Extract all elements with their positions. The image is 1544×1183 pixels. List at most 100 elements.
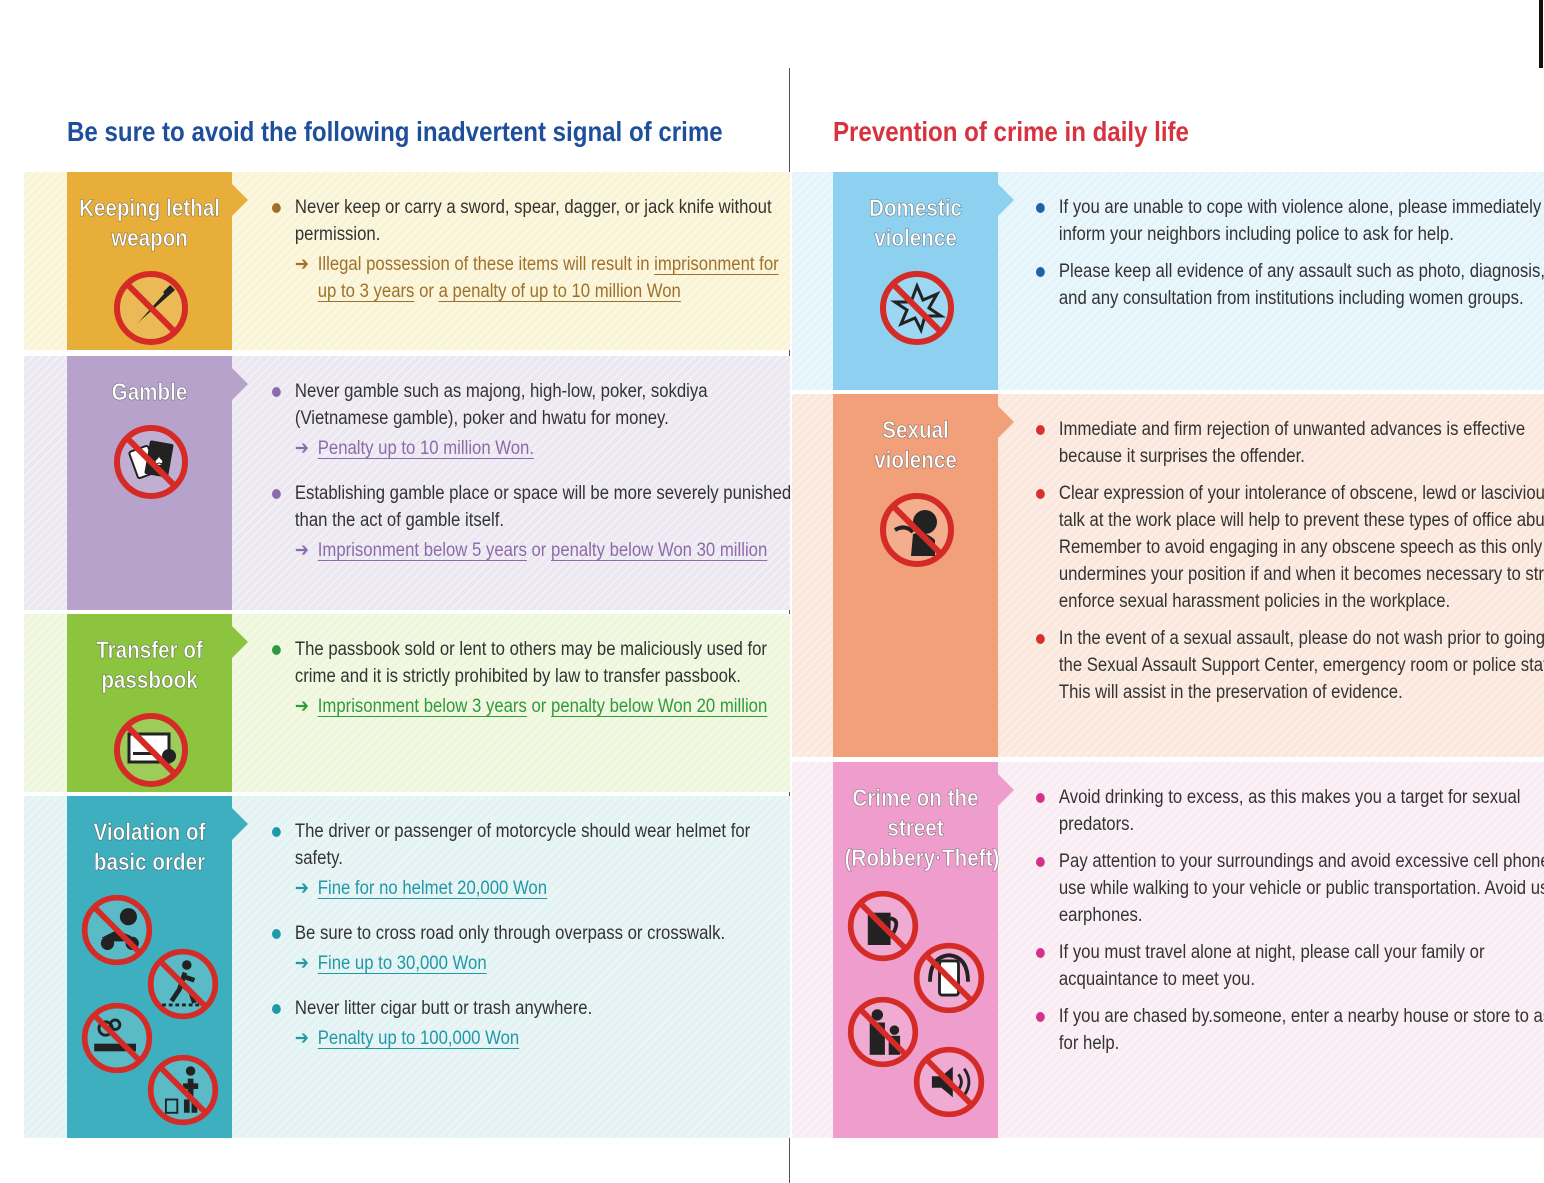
section-label: Violation of (93, 819, 206, 847)
list-item: If you are chased by.someone, enter a ne… (1036, 1003, 1544, 1057)
no-gambling-cards-icon: ♠ (67, 422, 232, 512)
item-text: Establishing gamble place or space will … (294, 483, 792, 531)
penalty-note: ➔ Fine up to 30,000 Won (295, 950, 792, 977)
bullet-icon (1036, 634, 1045, 644)
sexual-harassment-icon (877, 490, 957, 570)
section-label-column: Gamble ♠ (67, 356, 248, 610)
penalty-text: or (526, 696, 552, 717)
no-knife-icon (67, 268, 232, 358)
right-section-1: Sexual violence Immediate and firm reject… (792, 394, 1544, 757)
arrow-right-icon: ➔ (294, 438, 309, 459)
drinking-icon (845, 888, 921, 964)
section-items: Never gamble such as majong, high-low, p… (272, 378, 792, 582)
section-items: If you are unable to cope with violence … (1036, 194, 1544, 322)
list-item: In the event of a sexual assault, please… (1036, 625, 1544, 706)
penalty-text: or (526, 540, 552, 561)
penalty-text: Imprisonment below 3 years (317, 696, 527, 717)
no-street-crime-risks-icons (833, 888, 998, 1128)
item-text: Never keep or carry a sword, spear, dagg… (294, 197, 772, 245)
item-text: Never gamble such as majong, high-low, p… (294, 381, 708, 429)
item-text: Please keep all evidence of any assault … (1058, 261, 1544, 309)
bullet-icon (272, 489, 281, 499)
list-item: Be sure to cross road only through overp… (272, 920, 792, 977)
bullet-icon (1036, 267, 1045, 277)
arrow-right-icon: ➔ (294, 878, 309, 899)
section-label-column: Transfer of passbook (67, 614, 248, 792)
bullet-icon (1036, 1012, 1045, 1022)
list-item: Immediate and firm rejection of unwanted… (1036, 416, 1544, 470)
list-item: If you are unable to cope with violence … (1036, 194, 1544, 248)
section-label: Domestic (869, 195, 962, 223)
item-text: In the event of a sexual assault, please… (1058, 628, 1544, 703)
list-item: If you must travel alone at night, pleas… (1036, 939, 1544, 993)
penalty-text: or (414, 281, 439, 302)
loud-sound-icon (911, 1044, 987, 1120)
playing-cards-icon: ♠ (111, 422, 191, 502)
bullet-icon (272, 387, 281, 397)
list-item: Never keep or carry a sword, spear, dagg… (272, 194, 792, 305)
left-section-2: Transfer of passbook The passbook sold or… (24, 614, 790, 792)
motorcycle-helmet-icon (79, 892, 155, 968)
right-section-0: Domestic violence If you are unable to co… (792, 172, 1544, 390)
list-item: Never litter cigar butt or trash anywher… (272, 995, 792, 1052)
section-label-column: Violation of basic order (67, 796, 248, 1138)
penalty-note: ➔ Imprisonment below 5 years or penalty b… (295, 537, 792, 564)
item-text: Be sure to cross road only through overp… (294, 923, 726, 944)
penalty-text: Penalty up to 10 million Won. (317, 438, 535, 459)
section-label-column: Domestic violence (833, 172, 1014, 390)
penalty-text: Fine for no helmet 20,000 Won (317, 878, 548, 899)
section-label: (Robbery·Theft) (844, 845, 1000, 873)
label-arrow (232, 626, 248, 658)
section-label: street (887, 815, 944, 843)
bullet-icon (1036, 948, 1045, 958)
bullet-icon (272, 203, 281, 213)
no-domestic-violence-icon (833, 268, 998, 358)
section-label: passbook (101, 667, 198, 695)
arrow-right-icon: ➔ (294, 1028, 309, 1049)
section-label-column: Crime on the street (Robbery·Theft) (833, 762, 1014, 1138)
item-text: If you are chased by.someone, enter a ne… (1058, 1006, 1544, 1054)
left-page-title: Be sure to avoid the following inadverte… (67, 116, 723, 147)
list-item: The driver or passenger of motorcycle sh… (272, 818, 792, 902)
penalty-text: penalty below Won 20 million (551, 696, 768, 717)
list-item: Clear expression of your intolerance of … (1036, 480, 1544, 615)
label-arrow (998, 184, 1014, 216)
section-label: basic order (93, 849, 206, 877)
section-label: violence (874, 447, 957, 475)
label-arrow (998, 406, 1014, 438)
bullet-icon (272, 1004, 281, 1014)
phone-earphones-icon (911, 940, 987, 1016)
list-item: Establishing gamble place or space will … (272, 480, 792, 564)
svg-text:♠: ♠ (155, 452, 163, 468)
penalty-text: Penalty up to 100,000 Won (317, 1028, 520, 1049)
item-text: Clear expression of your intolerance of … (1058, 483, 1544, 612)
left-section-1: Gamble ♠ Never gamble such as majong, hig… (24, 356, 792, 610)
penalty-text: a penalty of up to 10 million Won (438, 281, 681, 302)
item-text: If you must travel alone at night, pleas… (1058, 942, 1485, 990)
walking-alone-icon (845, 994, 921, 1070)
label-arrow (998, 774, 1014, 806)
list-item: Never gamble such as majong, high-low, p… (272, 378, 792, 462)
passbook-laptop-icon (111, 710, 191, 790)
bullet-icon (1036, 425, 1045, 435)
page-edge-mark (1539, 0, 1543, 68)
penalty-text: imprisonment for up to 3 years (317, 254, 779, 302)
penalty-text: Illegal possession of these items will r… (317, 254, 655, 275)
list-item: Please keep all evidence of any assault … (1036, 258, 1544, 312)
penalty-text: Fine up to 30,000 Won (317, 953, 487, 974)
domestic-violence-icon (877, 268, 957, 348)
section-label: violence (874, 225, 957, 253)
no-passbook-transfer-icon (67, 710, 232, 800)
knife-icon (111, 268, 191, 348)
section-label-column: Keeping lethal weapon (67, 172, 248, 350)
section-items: The driver or passenger of motorcycle sh… (272, 818, 792, 1070)
penalty-note: ➔ Penalty up to 10 million Won. (295, 435, 792, 462)
penalty-note: ➔ Illegal possession of these items will … (295, 251, 792, 305)
littering-icon (145, 1052, 221, 1128)
item-text: Avoid drinking to excess, as this makes … (1058, 787, 1521, 835)
item-text: If you are unable to cope with violence … (1058, 197, 1542, 245)
section-label: weapon (111, 225, 188, 253)
section-items: The passbook sold or lent to others may … (272, 636, 792, 738)
section-label: Gamble (111, 379, 188, 407)
section-label: Keeping lethal (78, 195, 221, 223)
